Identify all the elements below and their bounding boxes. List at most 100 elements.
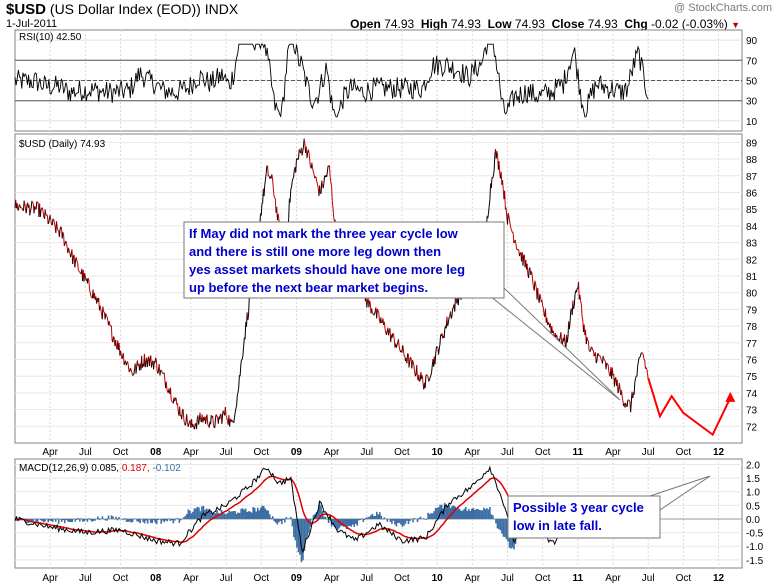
price-segment [506, 212, 509, 225]
macd-x-tick-label: Apr [42, 573, 58, 584]
price-segment [264, 179, 266, 186]
price-segment [331, 186, 333, 202]
price-segment [52, 218, 55, 220]
price-segment [436, 346, 439, 348]
price-segment [90, 296, 93, 298]
price-segment [391, 333, 394, 338]
macd-x-tick-label: Oct [113, 573, 129, 584]
chart-date: 1-Jul-2011 [6, 18, 58, 30]
price-segment [414, 374, 417, 377]
symbol-name: (US Dollar Index (EOD)) [49, 1, 201, 17]
price-segment [326, 165, 329, 173]
rsi-y-tick-label: 90 [746, 36, 758, 47]
price-segment [267, 165, 269, 177]
price-y-tick-label: 83 [746, 239, 758, 250]
price-segment [539, 293, 542, 297]
price-segment [376, 308, 378, 319]
price-segment [277, 213, 280, 220]
price-segment [450, 316, 453, 319]
price-segment [274, 197, 276, 199]
price-segment [260, 203, 263, 216]
rsi-line [14, 43, 649, 118]
price-segment [88, 280, 91, 290]
price-segment [639, 352, 642, 357]
price-segment [617, 391, 620, 394]
price-y-tick-label: 76 [746, 355, 758, 366]
chart-title: $USD (US Dollar Index (EOD)) INDX [6, 1, 238, 18]
price-segment [58, 229, 61, 237]
price-segment [35, 201, 38, 210]
price-segment [221, 414, 224, 424]
price-segment [295, 160, 297, 173]
price-segment [373, 313, 375, 316]
annotation-cycle-low-text-line: low in late fall. [513, 518, 602, 533]
price-segment [112, 336, 114, 343]
price-segment [434, 353, 437, 365]
stockcharts-watermark: @ StockCharts.com [674, 2, 772, 14]
price-segment [487, 213, 489, 219]
price-segment [144, 362, 147, 368]
price-segment [493, 155, 496, 171]
price-segment [39, 209, 42, 217]
price-segment [575, 288, 578, 293]
price-segment [236, 392, 239, 396]
price-y-tick-label: 80 [746, 289, 758, 300]
macd-x-tick-label: Oct [253, 573, 269, 584]
macd-y-tick-label: 0.0 [746, 515, 760, 526]
price-segment [592, 350, 595, 357]
price-segment [535, 283, 537, 289]
price-segment [84, 272, 86, 277]
price-segment [68, 250, 71, 254]
price-segment [56, 221, 58, 228]
price-segment [315, 176, 317, 178]
price-segment [102, 306, 105, 312]
price-segment [492, 170, 495, 176]
price-segment [586, 336, 589, 341]
price-segment [511, 230, 513, 233]
price-segment [625, 402, 627, 407]
price-segment [121, 356, 124, 359]
price-segment [587, 340, 590, 351]
macd-x-tick-label: Jul [501, 573, 514, 584]
price-segment [188, 422, 190, 425]
price-segment [308, 152, 311, 161]
price-x-tick-label: Apr [465, 447, 481, 458]
price-segment [157, 370, 160, 374]
price-segment [21, 207, 23, 209]
macd-x-tick-label: Apr [183, 573, 199, 584]
price-segment [518, 253, 521, 257]
price-segment [302, 147, 304, 152]
macd-x-tick-label: 09 [291, 573, 303, 584]
price-segment [48, 217, 50, 223]
price-segment [198, 419, 200, 425]
price-segment [331, 201, 334, 209]
price-segment [17, 209, 19, 211]
price-segment [596, 353, 599, 362]
rsi-y-tick-label: 70 [746, 56, 758, 67]
price-segment [56, 227, 59, 231]
price-segment [578, 281, 580, 300]
price-segment [212, 415, 214, 426]
price-segment [136, 360, 139, 366]
price-segment [30, 200, 33, 209]
price-x-tick-label: Jul [642, 447, 655, 458]
price-y-tick-label: 86 [746, 188, 758, 199]
price-y-tick-label: 78 [746, 322, 758, 333]
price-segment [376, 308, 379, 311]
price-segment [537, 288, 539, 300]
price-segment [298, 149, 301, 152]
price-segment [129, 367, 132, 370]
price-segment [311, 162, 314, 168]
price-segment [628, 399, 630, 401]
price-segment [320, 180, 323, 194]
price-segment [452, 307, 454, 309]
price-x-tick-label: Apr [42, 447, 58, 458]
price-segment [248, 296, 250, 315]
price-segment [568, 321, 571, 329]
price-segment [292, 176, 295, 179]
price-segment [34, 205, 36, 210]
price-segment [410, 356, 412, 359]
price-segment [225, 415, 228, 418]
price-segment [603, 358, 605, 361]
